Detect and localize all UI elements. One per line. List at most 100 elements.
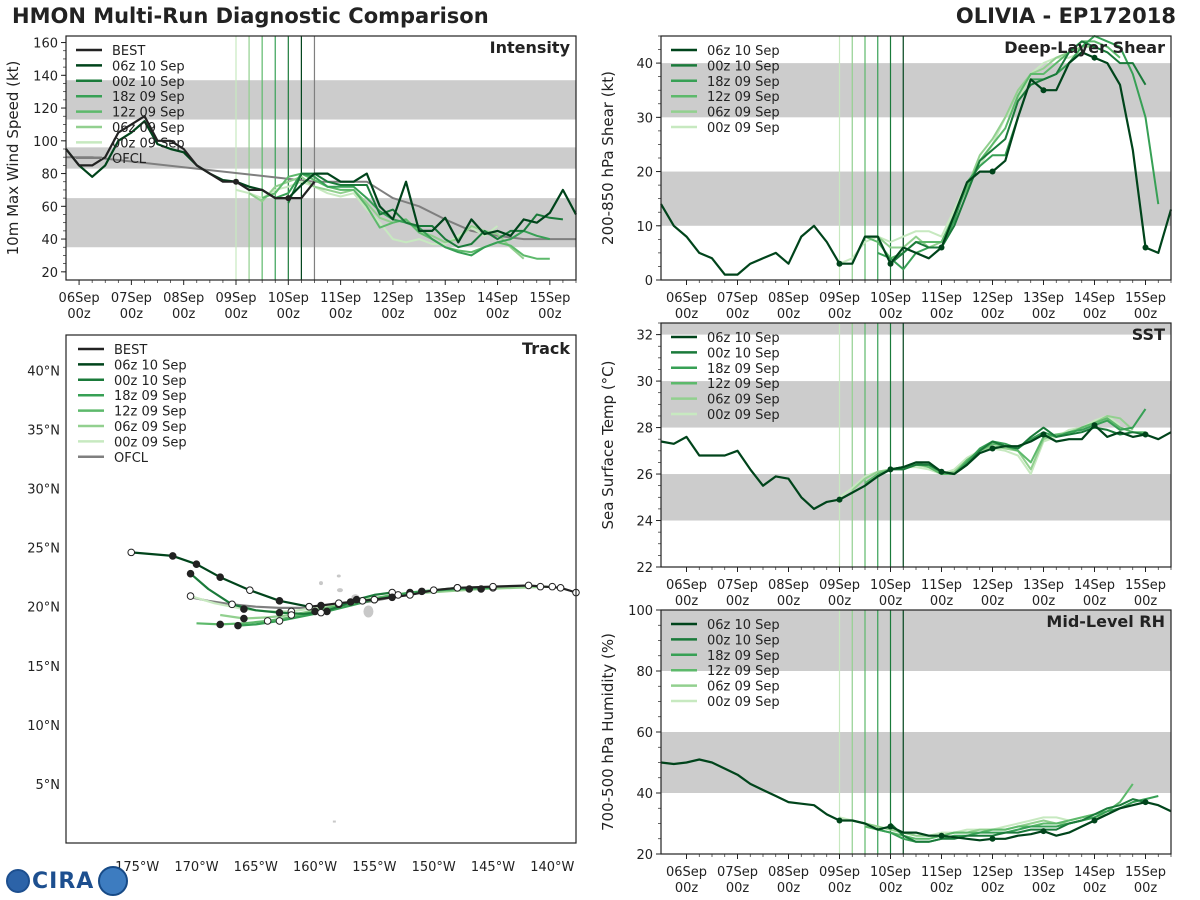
track-point [524,581,533,590]
data-point [836,496,843,503]
x-tick-sublabel: 00z [828,881,852,896]
legend-entry: 18z 09 Sep [707,75,780,90]
x-tick-label: 14Sep [477,291,518,306]
storm-title: OLIVIA - EP172018 [955,4,1176,28]
legend-entry: 12z 09 Sep [707,90,780,105]
lat-tick-label: 30°N [27,483,60,498]
y-tick-label: 22 [636,561,653,576]
legend-entry: 12z 09 Sep [114,405,187,420]
track-point [287,611,296,619]
legend-entry: 12z 09 Sep [112,106,185,121]
y-axis-label: 200-850 hPa Shear (kt) [599,71,617,245]
x-tick-label: 11Sep [921,578,962,593]
x-tick-label: 14Sep [1074,865,1115,880]
plot-frame [660,322,1172,568]
shaded-band [661,474,1171,521]
x-tick-label: 13Sep [1023,291,1064,306]
track-point [168,552,177,560]
y-tick-label: 24 [636,515,653,530]
legend-entry: 06z 09 Sep [707,393,780,408]
y-tick-label: 30 [636,111,653,126]
x-tick-label: 11Sep [320,291,361,306]
badge-icon [98,866,129,896]
data-point [1142,431,1149,438]
track-point [228,600,236,609]
plot-frame [660,35,1172,281]
data-point [1040,828,1047,835]
legend-entry: 12z 09 Sep [707,377,780,392]
y-axis-label: 10m Max Wind Speed (kt) [4,61,22,256]
x-tick-label: 06Sep [59,291,100,306]
legend-entry: 18z 09 Sep [114,389,187,404]
legend-entry: 06z 09 Sep [707,680,780,695]
x-tick-sublabel: 00z [930,594,954,609]
track-point [234,621,242,630]
logo-text: CIRA [32,868,95,894]
island-shape [319,581,323,586]
x-tick-label: 12Sep [972,291,1013,306]
x-tick-label: 06Sep [666,865,707,880]
x-tick-sublabel: 00z [486,307,510,322]
x-tick-sublabel: 00z [930,881,954,896]
track-point [346,598,355,606]
x-tick-sublabel: 00z [777,594,801,609]
x-tick-label: 15Sep [1125,291,1166,306]
lon-tick-label: 145°W [471,860,515,875]
track-point [275,608,284,617]
y-tick-label: 30 [636,375,653,390]
x-tick-label: 07Sep [717,578,758,593]
x-tick-sublabel: 00z [879,307,903,322]
series-line-00z-10-sep [889,798,1146,843]
y-tick-label: 32 [636,329,653,344]
track-point [240,605,248,613]
plot-frame [65,35,577,281]
track-point [275,597,284,605]
data-point [989,168,996,175]
x-tick-label: 09Sep [215,291,256,306]
x-tick-label: 14Sep [1074,578,1115,593]
x-tick-sublabel: 00z [981,881,1005,896]
globe-icon [6,869,30,893]
x-tick-sublabel: 00z [777,881,801,896]
legend-entry: 12z 09 Sep [707,664,780,679]
panel-title: Intensity [490,38,571,57]
x-tick-label: 08Sep [163,291,204,306]
x-tick-label: 06Sep [666,578,707,593]
island-shape [336,574,341,578]
shaded-band [66,80,576,120]
series-line-06z-09-sep [248,175,525,260]
track-point [453,584,462,592]
shaded-band [661,63,1171,118]
y-tick-label: 60 [41,200,58,215]
legend-entry: 06z 10 Sep [114,358,187,373]
data-point [938,832,945,839]
legend-entry: 00z 09 Sep [112,136,185,151]
y-tick-label: 100 [628,604,653,619]
island-shape [363,605,374,618]
legend-entry: 06z 10 Sep [707,618,780,633]
lat-tick-label: 5°N [36,778,61,793]
x-tick-label: 15Sep [529,291,570,306]
x-tick-label: 12Sep [972,865,1013,880]
y-tick-label: 140 [33,69,58,84]
legend-entry: 00z 10 Sep [707,346,780,361]
panel-title: Deep-Layer Shear [1004,38,1165,57]
x-tick-sublabel: 00z [726,307,750,322]
y-axis-label: Sea Surface Temp (°C) [599,360,617,529]
track-point [192,560,201,568]
legend-entry: 06z 09 Sep [707,106,780,121]
legend-entry: 06z 10 Sep [707,44,780,59]
data-point [1142,244,1149,251]
lon-tick-label: 150°W [412,860,456,875]
track-line-06z-09-sep [220,585,553,620]
data-point [1091,54,1098,61]
series-line-06z-10-sep [660,424,1172,510]
page-title: HMON Multi-Run Diagnostic Comparison [12,4,489,28]
legend-entry: OFCL [112,152,147,167]
track-point [489,582,497,591]
lat-tick-label: 25°N [27,542,60,557]
legend-entry: 18z 09 Sep [707,649,780,664]
plot-frame [660,609,1172,855]
legend-entry: 00z 10 Sep [112,75,185,90]
x-tick-label: 13Sep [425,291,466,306]
